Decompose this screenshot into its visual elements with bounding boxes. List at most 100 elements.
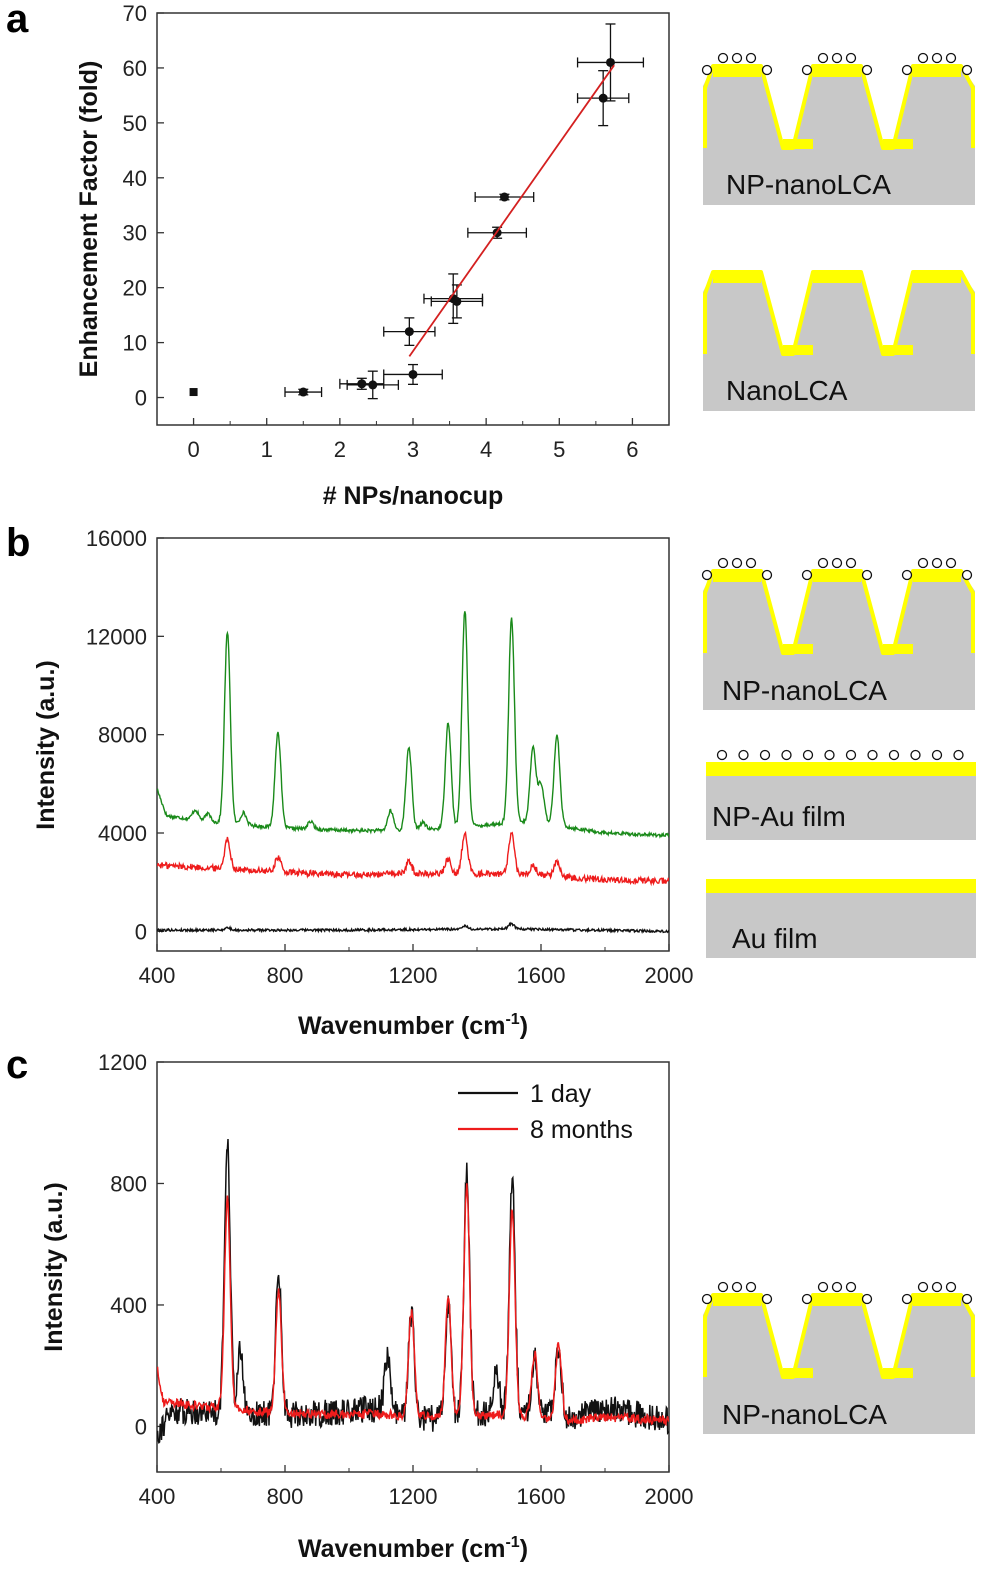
schematic-label-np-au-film: NP-Au film	[712, 801, 846, 832]
substrate	[703, 272, 975, 411]
x-tick-label: 800	[267, 963, 304, 988]
spectrum-black	[157, 921, 669, 934]
schematic-label-np-nanolca-c: NP-nanoLCA	[722, 1399, 887, 1430]
nanoparticle	[961, 1293, 973, 1305]
y-tick-label: 0	[135, 1414, 147, 1439]
gold-cap	[913, 65, 961, 77]
panel-letter-a: a	[6, 0, 29, 41]
panel-letter-c: c	[6, 1043, 28, 1087]
y-tick-label: 16000	[86, 526, 147, 551]
nanoparticle	[717, 557, 729, 569]
plot-frame	[156, 12, 670, 426]
nanoparticle	[888, 749, 900, 761]
nanoparticle	[917, 557, 929, 569]
nanoparticle	[817, 1281, 829, 1293]
substrate	[706, 770, 976, 840]
schematic-np-nanolca-c	[701, 1281, 975, 1434]
nanoparticle	[824, 749, 835, 761]
nanoparticle	[961, 64, 973, 76]
spectrum-red	[157, 830, 669, 887]
x-tick-label: 2	[334, 437, 346, 462]
nanoparticle	[861, 64, 873, 76]
schematic-np-nanolca-a	[701, 52, 975, 205]
nanoparticle	[801, 569, 813, 581]
legend: 1 day 8 months	[458, 1080, 633, 1144]
x-axis-label-close: )	[520, 1535, 528, 1563]
nanoparticle	[861, 1293, 873, 1305]
nanoparticle	[817, 52, 829, 64]
x-axis-label-sup: -1	[505, 1534, 519, 1551]
y-tick-label: 0	[135, 919, 147, 944]
y-tick-label: 60	[123, 56, 147, 81]
gold-floor	[883, 345, 913, 355]
y-tick-label: 12000	[86, 624, 147, 649]
x-tick-label: 1200	[389, 963, 438, 988]
x-axis-label-main: Wavenumber (cm	[298, 1012, 505, 1040]
gold-cap	[713, 1294, 761, 1306]
data-point-11	[576, 23, 645, 102]
nanoparticle	[801, 1293, 813, 1305]
substrate	[703, 1295, 975, 1434]
nanoparticle	[910, 749, 921, 761]
x-tick-label: 1600	[517, 1484, 566, 1509]
marker-dot	[499, 192, 509, 202]
data-point-9	[474, 192, 535, 203]
nanoparticle	[953, 749, 964, 761]
x-axis-label-close: )	[520, 1012, 528, 1040]
nanoparticle	[831, 52, 843, 64]
gold-cap	[713, 570, 761, 582]
x-tick-label: 3	[407, 437, 419, 462]
x-axis-label-main: Wavenumber (cm	[298, 1535, 505, 1563]
schematic-label-np-nanolca-b: NP-nanoLCA	[722, 675, 887, 706]
x-tick-label: 6	[626, 437, 638, 462]
gold-cap	[713, 271, 761, 283]
legend-label: 1 day	[530, 1080, 592, 1108]
nanoparticle	[845, 557, 857, 569]
marker-dot	[452, 296, 462, 306]
y-axis-label: Enhancement Factor (fold)	[75, 61, 103, 378]
data-point-7	[430, 284, 484, 319]
nanoparticle	[901, 1293, 913, 1305]
nanoparticle	[931, 1281, 943, 1293]
gold-cap	[913, 570, 961, 582]
schematic-label-np-nanolca-a: NP-nanoLCA	[726, 169, 891, 200]
substrate	[706, 890, 976, 958]
nanoparticle	[945, 52, 957, 64]
schematic-au-film	[706, 879, 976, 958]
y-tick-label: 400	[110, 1293, 147, 1318]
y-tick-label: 70	[123, 1, 147, 26]
nanoparticle	[701, 569, 713, 581]
y-tick-label: 8000	[98, 723, 147, 748]
chart-c-stability: 400 800 1200 1600 2000 0 400 800 1200 Wavenumber …	[40, 1050, 693, 1563]
x-tick-label: 5	[553, 437, 565, 462]
schematic-label-au-film: Au film	[732, 923, 818, 954]
substrate	[703, 571, 975, 710]
gold-cap	[913, 271, 961, 283]
nanoparticle	[831, 1281, 843, 1293]
nanoparticle	[738, 749, 749, 761]
marker-dot	[404, 327, 414, 337]
data-point-0	[189, 388, 198, 397]
nanoparticle	[731, 1281, 743, 1293]
marker-dot	[408, 369, 418, 379]
nanoparticle	[845, 749, 857, 761]
marker-dot	[598, 93, 608, 103]
nanoparticle	[917, 1281, 929, 1293]
nanoparticle	[817, 557, 829, 569]
gold-cap	[813, 1294, 861, 1306]
schematic-np-nanolca-b	[701, 557, 975, 710]
gold-floor	[783, 644, 813, 654]
schematic-np-au-film	[706, 749, 976, 840]
x-axis-label-sup: -1	[505, 1011, 519, 1028]
y-tick-label: 800	[110, 1171, 147, 1196]
gold-cap	[813, 570, 861, 582]
gold-floor	[883, 139, 913, 149]
y-tick-label: 40	[123, 166, 147, 191]
y-axis-label: Intensity (a.u.)	[40, 1182, 68, 1351]
nanoparticle	[801, 64, 813, 76]
nanoparticle	[901, 569, 913, 581]
substrate	[703, 66, 975, 205]
spectrum-green	[157, 611, 669, 839]
gold-cap	[813, 65, 861, 77]
